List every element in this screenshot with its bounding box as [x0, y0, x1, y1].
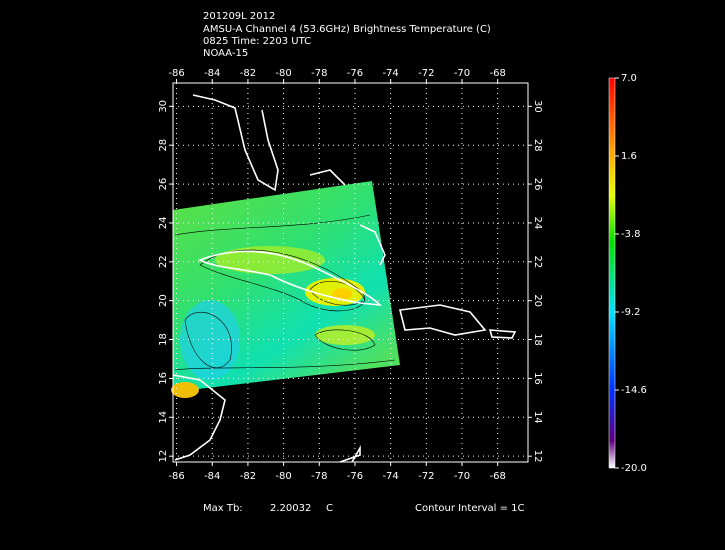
x-tick-label: -84: [204, 68, 220, 79]
x-tick-label: -82: [240, 68, 256, 79]
header-line: AMSU-A Channel 4 (53.6GHz) Brightness Te…: [203, 24, 491, 35]
x-tick-label: -76: [347, 68, 363, 79]
x-tick-label: -78: [311, 68, 327, 79]
y-tick-label: 22: [532, 255, 543, 268]
x-tick-label: -84: [204, 471, 220, 482]
x-tick-label: -74: [382, 68, 398, 79]
y-tick-label: 28: [158, 139, 169, 152]
y-tick-label: 22: [158, 255, 169, 268]
x-tick-label: -80: [275, 68, 291, 79]
colorbar-label: -14.6: [621, 385, 647, 396]
y-tick-label: 28: [532, 139, 543, 152]
x-tick-label: -68: [490, 471, 506, 482]
colorbar: [608, 77, 616, 469]
swath: [171, 181, 400, 398]
x-tick-label: -72: [418, 68, 434, 79]
y-tick-label: 30: [158, 100, 169, 113]
x-tick-label: -86: [168, 68, 184, 79]
max-label: Max Tb:: [203, 503, 243, 514]
y-tick-label: 12: [532, 450, 543, 463]
map-frame: [172, 82, 529, 463]
x-tick-label: -72: [418, 471, 434, 482]
footer: Max Tb: 2.20032 C Contour Interval = 1C: [203, 503, 525, 514]
contour-interval: Contour Interval = 1C: [415, 503, 525, 514]
x-tick-label: -70: [454, 471, 470, 482]
y-tick-label: 14: [158, 411, 169, 424]
y-tick-label: 20: [158, 294, 169, 307]
colorbar-label: 7.0: [621, 73, 637, 84]
y-tick-label: 16: [532, 372, 543, 385]
y-tick-label: 16: [158, 372, 169, 385]
y-tick-label: 26: [532, 178, 543, 191]
x-tick-label: -70: [454, 68, 470, 79]
y-tick-label: 30: [532, 100, 543, 113]
colorbar-label: -9.2: [621, 307, 641, 318]
max-unit: C: [326, 503, 333, 514]
y-tick-label: 18: [158, 333, 169, 346]
colorbar-label: -20.0: [621, 463, 647, 474]
y-tick-label: 26: [158, 178, 169, 191]
y-tick-label: 14: [532, 411, 543, 424]
max-value: 2.20032: [270, 503, 311, 514]
y-tick-label: 18: [532, 333, 543, 346]
x-tick-label: -74: [382, 471, 398, 482]
x-tick-label: -80: [275, 471, 291, 482]
y-tick-label: 20: [532, 294, 543, 307]
header-line: 201209L 2012: [203, 11, 275, 22]
header-line: 0825 Time: 2203 UTC: [203, 36, 311, 47]
y-tick-label: 24: [158, 217, 169, 230]
x-tick-label: -68: [490, 68, 506, 79]
x-tick-label: -78: [311, 471, 327, 482]
colorbar-label: 1.6: [621, 151, 637, 162]
x-tick-label: -76: [347, 471, 363, 482]
x-tick-label: -82: [240, 471, 256, 482]
colorbar-label: -3.8: [621, 229, 641, 240]
header-line: NOAA-15: [203, 48, 248, 59]
x-tick-label: -86: [168, 471, 184, 482]
y-tick-label: 12: [158, 450, 169, 463]
coastlines: [172, 94, 517, 463]
header: 201209L 2012 AMSU-A Channel 4 (53.6GHz) …: [203, 11, 491, 59]
y-tick-label: 24: [532, 217, 543, 230]
